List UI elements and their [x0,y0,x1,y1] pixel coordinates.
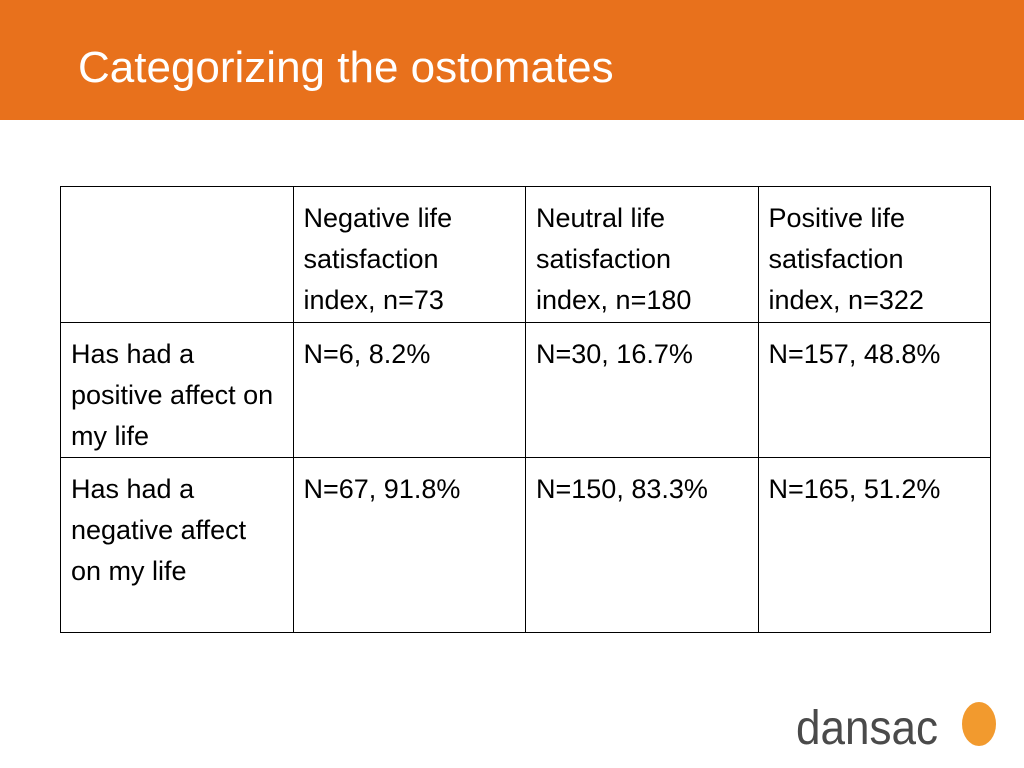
table-row: Has had a negative affect on my life N=6… [60,457,991,633]
logo-circle [962,702,996,746]
column-header-neutral: Neutral life satisfaction index, n=180 [525,186,759,323]
table-cell: N=30, 16.7% [525,322,759,458]
row-label-positive-affect: Has had a positive affect on my life [60,322,294,458]
table-row: Has had a positive affect on my life N=6… [60,322,991,458]
slide-title: Categorizing the ostomates [78,43,614,92]
table-cell: N=157, 48.8% [757,322,991,458]
header-bar [0,0,1024,120]
table-cell: N=67, 91.8% [292,457,526,633]
table-cell: N=150, 83.3% [525,457,759,633]
row-label-negative-affect: Has had a negative affect on my life [60,457,294,633]
table-cell: N=6, 8.2% [292,322,526,458]
table-corner-cell [60,186,294,323]
column-header-negative: Negative life satisfaction index, n=73 [292,186,526,323]
table-header-row: Negative life satisfaction index, n=73 N… [60,186,991,323]
table-cell: N=165, 51.2% [757,457,991,633]
logo-wordmark: dansac [796,702,938,752]
column-header-positive: Positive life satisfaction index, n=322 [757,186,991,323]
dansac-logo: dansac [796,702,996,752]
data-table: Negative life satisfaction index, n=73 N… [60,186,991,633]
